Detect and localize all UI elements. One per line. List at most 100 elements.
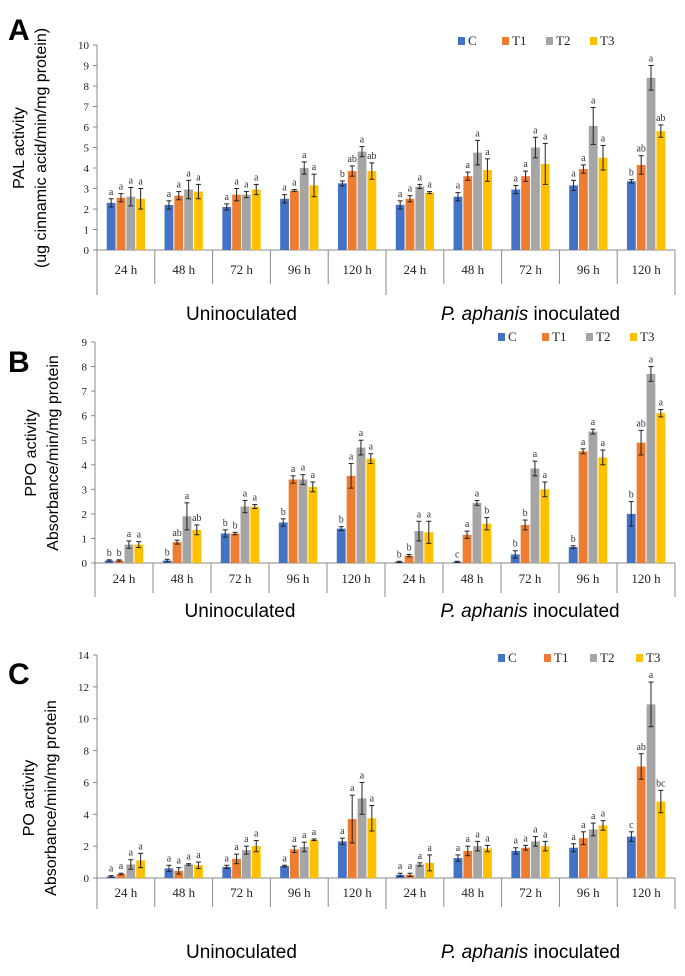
significance-letter: a bbox=[301, 463, 306, 474]
bar-t3 bbox=[540, 163, 550, 250]
bar-c bbox=[569, 185, 578, 250]
y-tick-label: 1 bbox=[84, 225, 90, 237]
legend-label-t3: T3 bbox=[646, 650, 660, 665]
pathogen-name: P. aphanis bbox=[440, 601, 528, 622]
bar-t3 bbox=[134, 544, 144, 563]
significance-letter: a bbox=[466, 834, 471, 845]
significance-letter: b bbox=[117, 548, 122, 559]
significance-letter: a bbox=[244, 834, 249, 845]
bar-c bbox=[337, 841, 347, 878]
significance-letter: a bbox=[119, 861, 124, 872]
significance-letter: a bbox=[533, 825, 538, 836]
x-tick-label: 96 h bbox=[288, 885, 311, 900]
bar-t2 bbox=[126, 864, 136, 878]
significance-letter: a bbox=[254, 172, 259, 183]
bar-t2 bbox=[242, 850, 251, 878]
bar-t1 bbox=[578, 838, 588, 878]
bar-t1 bbox=[174, 195, 184, 250]
significance-letter: a bbox=[485, 833, 490, 844]
y-tick-label: 2 bbox=[82, 509, 88, 521]
bar-t3 bbox=[194, 191, 203, 250]
significance-letter: a bbox=[649, 670, 654, 681]
significance-letter: a bbox=[408, 861, 413, 872]
significance-letter: a bbox=[129, 848, 134, 859]
significance-letter: a bbox=[581, 820, 586, 831]
x-tick-label: 96 h bbox=[288, 262, 311, 277]
legend-label-c: C bbox=[508, 329, 517, 344]
significance-letter: a bbox=[225, 853, 230, 864]
bar-t2 bbox=[415, 186, 425, 250]
legend-swatch-t3 bbox=[636, 654, 643, 662]
legend-label-c: C bbox=[468, 33, 477, 48]
significance-letter: a bbox=[234, 842, 239, 853]
significance-letter: a bbox=[571, 832, 576, 843]
bar-t1 bbox=[636, 766, 646, 878]
significance-letter: ab bbox=[367, 151, 376, 162]
bar-t3 bbox=[309, 839, 319, 878]
legend-label-t1: T1 bbox=[554, 650, 568, 665]
bar-t2 bbox=[646, 373, 656, 563]
significance-letter: a bbox=[292, 178, 297, 189]
bar-t1 bbox=[578, 169, 588, 250]
y-tick-label: 8 bbox=[82, 362, 88, 374]
y-tick-label: 6 bbox=[84, 122, 90, 134]
y-tick-label: 4 bbox=[84, 163, 90, 175]
significance-letter: a bbox=[418, 851, 423, 862]
significance-letter: a bbox=[359, 428, 364, 439]
significance-letter: a bbox=[533, 449, 538, 460]
bar-c bbox=[511, 189, 521, 250]
bar-t2 bbox=[531, 147, 540, 250]
legend-swatch-t2 bbox=[586, 333, 593, 341]
significance-letter: a bbox=[196, 850, 201, 861]
bar-t2 bbox=[299, 846, 309, 878]
significance-letter: a bbox=[601, 133, 606, 144]
bar-t1 bbox=[230, 533, 240, 563]
bar-t3 bbox=[250, 506, 260, 563]
significance-letter: b bbox=[397, 549, 402, 560]
bar-t2 bbox=[126, 196, 136, 250]
bar-t1 bbox=[520, 524, 530, 563]
bar-c bbox=[164, 868, 174, 878]
group-label-uninoculated: Uninoculated bbox=[186, 942, 297, 963]
bar-c bbox=[220, 533, 230, 563]
significance-letter: a bbox=[302, 830, 307, 841]
legend-swatch-t2 bbox=[590, 654, 597, 662]
significance-letter: a bbox=[349, 452, 354, 463]
significance-letter: a bbox=[659, 398, 664, 409]
bar-t2 bbox=[473, 846, 483, 878]
significance-letter: a bbox=[167, 853, 172, 864]
group-label-inoculated: P. aphanis inoculated bbox=[441, 942, 620, 963]
significance-letter: a bbox=[398, 861, 403, 872]
bar-t1 bbox=[521, 847, 530, 878]
bar-t2 bbox=[357, 798, 367, 878]
y-tick-label: 2 bbox=[84, 841, 90, 853]
legend-label-t2: T2 bbox=[600, 650, 614, 665]
significance-letter: a bbox=[186, 168, 191, 179]
bar-t1 bbox=[521, 176, 530, 250]
significance-letter: a bbox=[475, 128, 480, 139]
bar-t1 bbox=[346, 475, 356, 563]
significance-letter: a bbox=[601, 809, 606, 820]
y-tick-label: 6 bbox=[84, 777, 90, 789]
bar-t3 bbox=[309, 185, 319, 250]
bar-c bbox=[337, 183, 347, 250]
significance-letter: a bbox=[109, 864, 114, 875]
bar-t2 bbox=[124, 544, 134, 563]
significance-letter: a bbox=[514, 173, 519, 184]
legend-label-t2: T2 bbox=[556, 33, 570, 48]
y-tick-label: 12 bbox=[78, 682, 89, 694]
significance-letter: b bbox=[340, 169, 345, 180]
significance-letter: a bbox=[138, 177, 143, 188]
significance-letter: a bbox=[254, 829, 259, 840]
x-tick-label: 48 h bbox=[172, 262, 195, 277]
significance-letter: a bbox=[408, 184, 413, 195]
bar-c bbox=[511, 850, 521, 878]
x-tick-label: 120 h bbox=[631, 262, 661, 277]
y-tick-label: 3 bbox=[82, 484, 88, 496]
significance-letter: a bbox=[282, 853, 287, 864]
y-tick-label: 9 bbox=[82, 337, 88, 349]
bar-t1 bbox=[462, 534, 472, 563]
significance-letter: a bbox=[465, 519, 470, 530]
significance-letter: a bbox=[571, 168, 576, 179]
significance-letter: b bbox=[629, 490, 634, 501]
